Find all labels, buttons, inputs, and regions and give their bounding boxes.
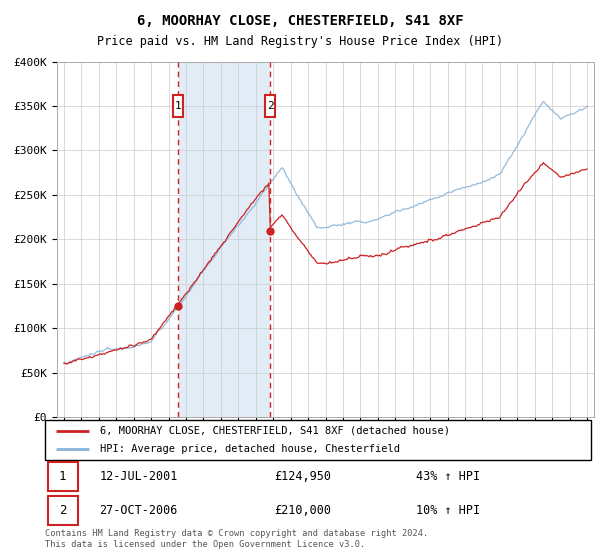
Text: £124,950: £124,950 (274, 470, 331, 483)
Text: HPI: Average price, detached house, Chesterfield: HPI: Average price, detached house, Ches… (100, 445, 400, 454)
Text: 2: 2 (267, 101, 274, 111)
Text: 43% ↑ HPI: 43% ↑ HPI (416, 470, 481, 483)
Bar (48, 462, 78, 491)
Text: 6, MOORHAY CLOSE, CHESTERFIELD, S41 8XF: 6, MOORHAY CLOSE, CHESTERFIELD, S41 8XF (137, 14, 463, 28)
Bar (265, 95, 275, 117)
Text: 10% ↑ HPI: 10% ↑ HPI (416, 504, 481, 517)
Text: £210,000: £210,000 (274, 504, 331, 517)
Bar (48, 496, 78, 525)
Text: Price paid vs. HM Land Registry's House Price Index (HPI): Price paid vs. HM Land Registry's House … (97, 35, 503, 48)
Text: Contains HM Land Registry data © Crown copyright and database right 2024.
This d: Contains HM Land Registry data © Crown c… (45, 529, 428, 549)
Bar (173, 95, 183, 117)
Text: 1: 1 (175, 101, 181, 111)
Text: 27-OCT-2006: 27-OCT-2006 (100, 504, 178, 517)
Text: 2: 2 (59, 504, 67, 517)
Text: 1: 1 (59, 470, 67, 483)
Text: 12-JUL-2001: 12-JUL-2001 (100, 470, 178, 483)
Text: 6, MOORHAY CLOSE, CHESTERFIELD, S41 8XF (detached house): 6, MOORHAY CLOSE, CHESTERFIELD, S41 8XF … (100, 426, 449, 436)
